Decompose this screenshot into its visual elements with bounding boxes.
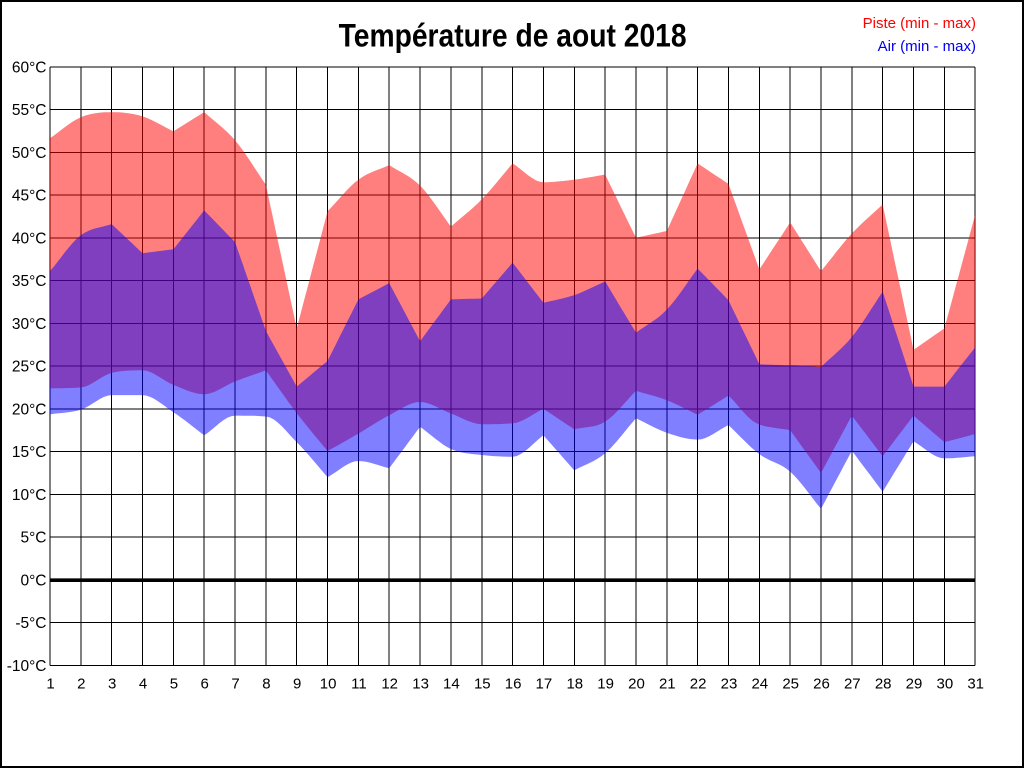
svg-text:18: 18 <box>566 676 583 693</box>
svg-text:24: 24 <box>751 676 768 693</box>
svg-text:50°C: 50°C <box>12 145 47 162</box>
svg-text:20: 20 <box>628 676 645 693</box>
svg-text:22: 22 <box>690 676 707 693</box>
svg-text:25: 25 <box>782 676 799 693</box>
svg-text:Air (min - max): Air (min - max) <box>878 38 976 55</box>
svg-text:60°C: 60°C <box>12 59 47 76</box>
svg-text:11: 11 <box>351 676 367 693</box>
svg-text:14: 14 <box>443 676 460 693</box>
svg-text:5°C: 5°C <box>20 530 46 547</box>
svg-text:-5°C: -5°C <box>15 615 46 632</box>
svg-text:9: 9 <box>293 676 301 693</box>
svg-text:19: 19 <box>597 676 614 693</box>
svg-text:45°C: 45°C <box>12 188 47 205</box>
svg-text:-10°C: -10°C <box>7 658 47 675</box>
svg-text:6: 6 <box>201 676 209 693</box>
svg-text:55°C: 55°C <box>12 102 47 119</box>
svg-text:5: 5 <box>170 676 178 693</box>
svg-text:12: 12 <box>381 676 398 693</box>
svg-text:23: 23 <box>721 676 738 693</box>
svg-text:40°C: 40°C <box>12 230 47 247</box>
svg-text:28: 28 <box>875 676 892 693</box>
svg-text:2: 2 <box>77 676 85 693</box>
svg-text:15°C: 15°C <box>12 444 47 461</box>
svg-text:1: 1 <box>46 676 54 693</box>
svg-text:26: 26 <box>813 676 830 693</box>
svg-text:21: 21 <box>659 676 676 693</box>
svg-text:29: 29 <box>906 676 923 693</box>
svg-text:Piste (min - max): Piste (min - max) <box>863 15 976 32</box>
svg-text:Température de aout 2018: Température de aout 2018 <box>339 18 687 54</box>
svg-text:13: 13 <box>412 676 429 693</box>
svg-text:16: 16 <box>505 676 522 693</box>
svg-text:20°C: 20°C <box>12 401 47 418</box>
svg-text:7: 7 <box>231 676 239 693</box>
svg-text:15: 15 <box>474 676 491 693</box>
svg-text:10°C: 10°C <box>12 487 47 504</box>
svg-text:27: 27 <box>844 676 861 693</box>
svg-text:10: 10 <box>320 676 337 693</box>
svg-text:31: 31 <box>967 676 984 693</box>
svg-text:25°C: 25°C <box>12 359 47 376</box>
svg-text:0°C: 0°C <box>20 572 46 589</box>
svg-text:8: 8 <box>262 676 270 693</box>
svg-text:4: 4 <box>139 676 147 693</box>
svg-text:3: 3 <box>108 676 116 693</box>
svg-text:30: 30 <box>937 676 954 693</box>
svg-text:17: 17 <box>536 676 553 693</box>
svg-text:35°C: 35°C <box>12 273 47 290</box>
svg-text:30°C: 30°C <box>12 316 47 333</box>
